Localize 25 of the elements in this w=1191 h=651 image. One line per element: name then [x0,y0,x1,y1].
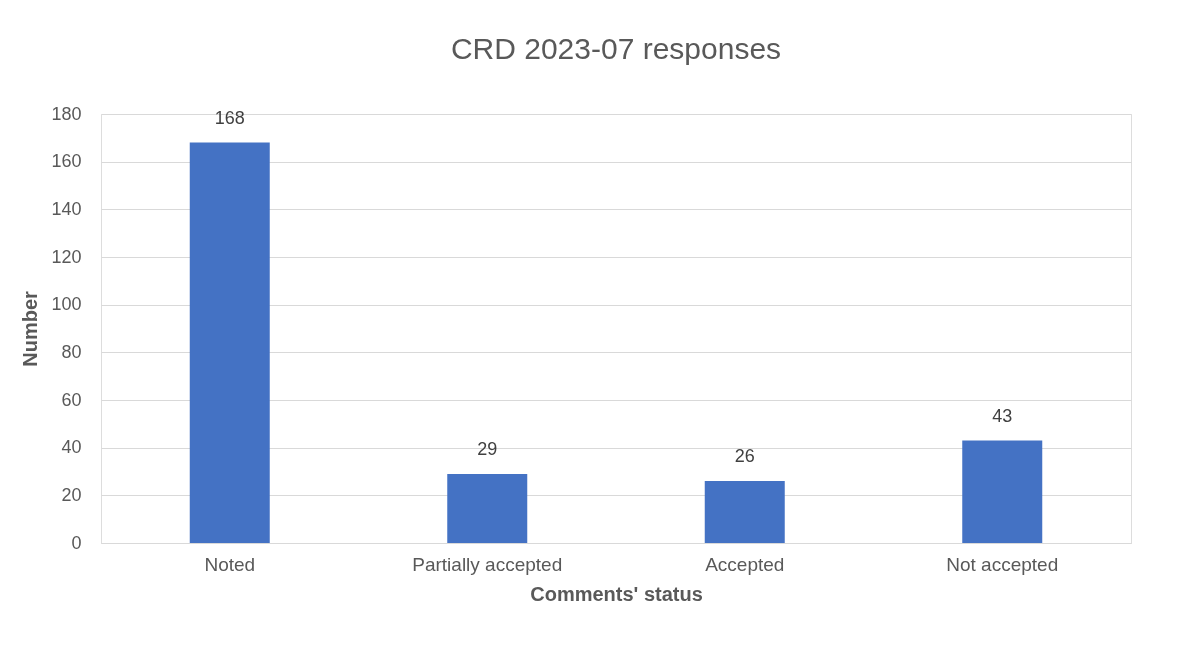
y-tick-label: 20 [61,484,82,505]
x-axis-title: Comments' status [530,582,703,605]
y-tick-label: 0 [71,532,82,553]
y-tick-label: 40 [61,437,82,458]
bar [189,142,270,543]
bar [447,473,528,543]
y-tick-label: 140 [51,198,82,219]
bar [962,440,1043,543]
x-tick-label: Noted [204,553,256,575]
x-tick-label: Accepted [705,553,785,575]
bar [704,481,785,543]
data-label: 29 [477,438,498,459]
y-tick-label: 160 [51,151,82,172]
x-tick-label: Not accepted [946,553,1059,575]
data-label: 26 [734,446,755,467]
y-tick-label: 120 [51,246,82,267]
y-axis-title: Number [19,291,42,367]
y-tick-label: 60 [61,389,82,410]
x-tick-label: Partially accepted [412,553,563,575]
y-tick-label: 100 [51,294,82,315]
chart-title: CRD 2023-07 responses [450,32,782,65]
data-label: 168 [214,107,245,128]
y-tick-label: 80 [61,341,82,362]
data-label: 43 [992,405,1013,426]
y-tick-label: 180 [51,103,82,124]
